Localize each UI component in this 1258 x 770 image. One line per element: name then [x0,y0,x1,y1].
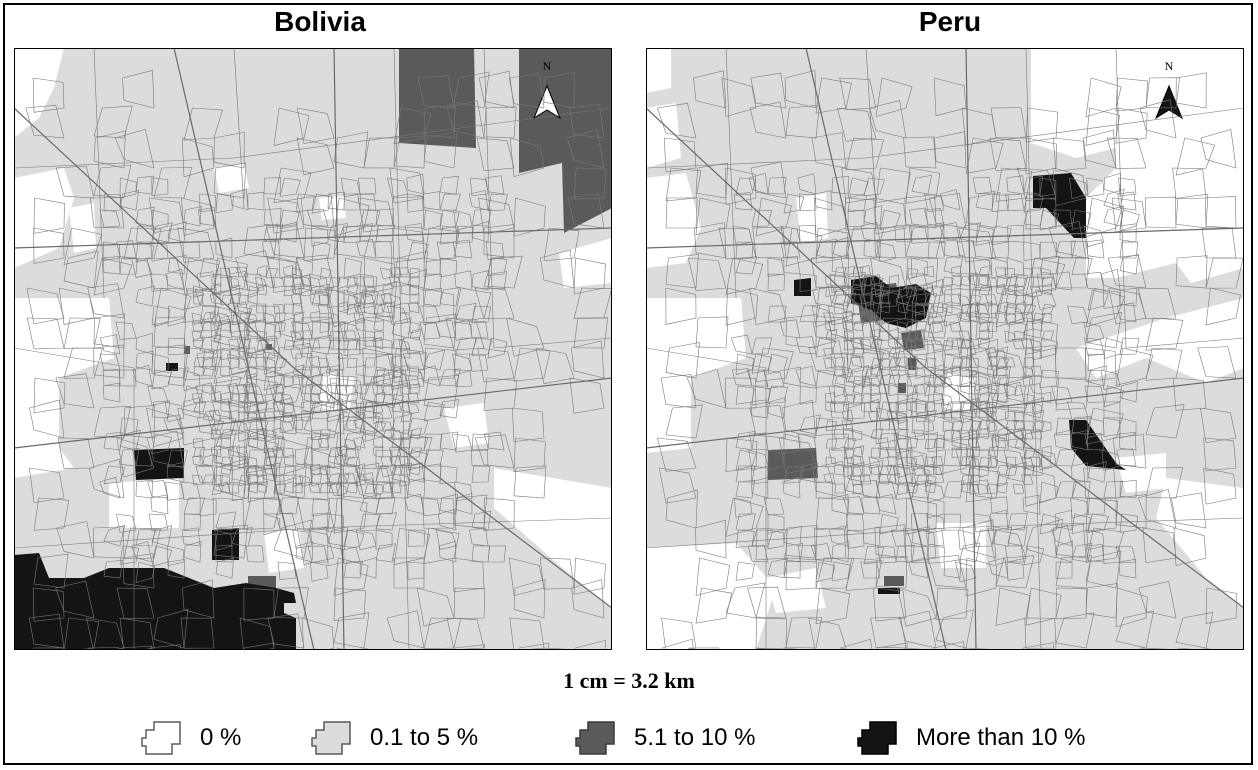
legend-label-more-than-10: More than 10 % [916,724,1086,751]
map-bolivia: N [14,48,612,650]
legend-swatch-5-1-to-10 [575,721,615,755]
map-title-peru: Peru [918,6,982,37]
north-label-peru: N [1165,59,1174,73]
legend-item-5-1-to-10: 5.1 to 10 % [574,716,755,760]
map-title-bolivia: Bolivia [274,6,366,37]
legend-swatch-more-than-10 [857,721,897,755]
legend-label-0-1-to-5: 0.1 to 5 % [370,724,479,751]
census-tract-boundaries [646,48,1244,650]
map-base-regions: N [646,48,1244,650]
map-border-bolivia [14,48,612,650]
scale-bar-text: 1 cm = 3.2 km [563,668,695,693]
legend-item-more-than-10: More than 10 % [856,716,1085,760]
map-bolivia-canvas: N [14,48,612,650]
north-label-bolivia: N [543,59,552,73]
legend-swatch-0-1-to-5 [311,721,351,755]
map-base-regions: N [14,48,612,650]
legend-item-0-percent: 0 % [140,716,241,760]
road-lines [14,48,612,650]
map-border-peru [646,48,1244,650]
legend-item-0-1-to-5: 0.1 to 5 % [310,716,478,760]
legend: 0 % 0.1 to 5 % 5.1 to 10 % More than 10 … [0,716,1258,760]
legend-swatch-0-percent [141,721,181,755]
road-lines [646,48,1244,650]
map-peru-canvas: N [646,48,1244,650]
census-tract-boundaries [14,48,612,650]
map-peru: N [646,48,1244,650]
legend-label-0-percent: 0 % [200,724,242,751]
legend-label-5-1-to-10: 5.1 to 10 % [634,724,756,751]
